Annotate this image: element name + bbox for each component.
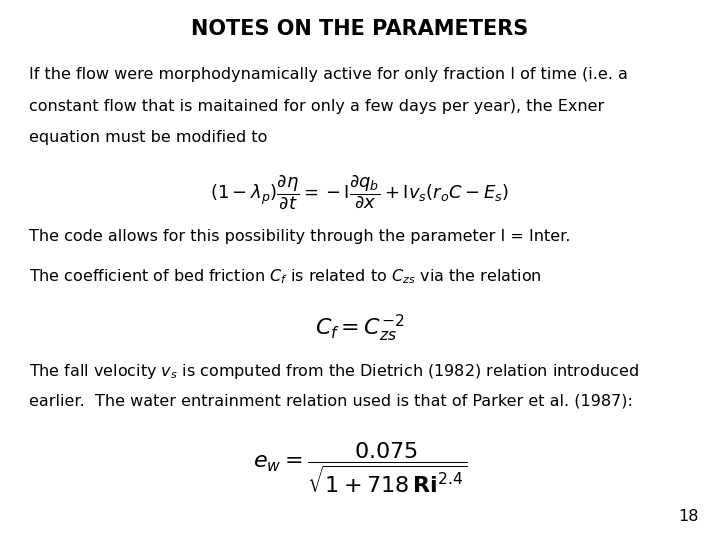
Text: NOTES ON THE PARAMETERS: NOTES ON THE PARAMETERS	[192, 19, 528, 39]
Text: The coefficient of bed friction $C_f$ is related to $C_{zs}$ via the relation: The coefficient of bed friction $C_f$ is…	[29, 267, 541, 286]
Text: equation must be modified to: equation must be modified to	[29, 130, 267, 145]
Text: constant flow that is maitained for only a few days per year), the Exner: constant flow that is maitained for only…	[29, 99, 604, 114]
Text: $C_f = C_{zs}^{-2}$: $C_f = C_{zs}^{-2}$	[315, 313, 405, 345]
Text: $(1-\lambda_p)\dfrac{\partial\eta}{\partial t} = -\mathrm{I}\dfrac{\partial q_b}: $(1-\lambda_p)\dfrac{\partial\eta}{\part…	[210, 173, 510, 211]
Text: The code allows for this possibility through the parameter I = Inter.: The code allows for this possibility thr…	[29, 230, 570, 245]
Text: earlier.  The water entrainment relation used is that of Parker et al. (1987):: earlier. The water entrainment relation …	[29, 393, 633, 408]
Text: The fall velocity $v_s$ is computed from the Dietrich (1982) relation introduced: The fall velocity $v_s$ is computed from…	[29, 362, 639, 381]
Text: If the flow were morphodynamically active for only fraction I of time (i.e. a: If the flow were morphodynamically activ…	[29, 68, 628, 83]
Text: 18: 18	[678, 509, 698, 524]
Text: $e_w = \dfrac{0.075}{\sqrt{1+718\,\mathbf{Ri}^{2.4}}}$: $e_w = \dfrac{0.075}{\sqrt{1+718\,\mathb…	[253, 440, 467, 495]
